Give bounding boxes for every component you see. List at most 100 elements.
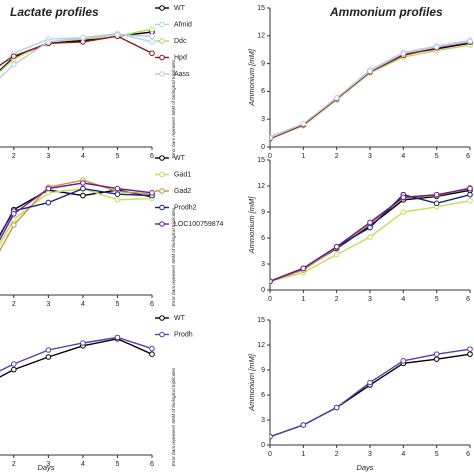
legend-label: Afmid [174,21,192,28]
plot-area [270,37,473,142]
legend-marker [159,54,165,61]
plot-area [0,26,155,79]
y-axis-label: Ammonium [mM] [247,196,256,255]
data-point [333,404,340,411]
data-point [400,358,407,364]
x-tick-label: 2 [335,296,339,303]
legend-marker [159,171,165,178]
y-tick-label: 15 [257,317,265,324]
x-tick-label: 4 [81,301,85,308]
data-point [367,234,373,240]
x-tick-label: 5 [435,296,439,303]
y-tick-label: 9 [261,367,265,374]
data-point [11,61,17,68]
x-tick-label: 4 [81,461,85,468]
legend-marker [159,188,165,194]
y-tick-label: 9 [261,209,265,216]
legend-marker [159,38,165,44]
annotation: Error bars represent SEM of biological t… [171,367,176,466]
data-point [11,211,17,217]
data-point [11,222,17,228]
data-point [45,354,52,360]
data-point [433,356,440,362]
x-tick-label: 0 [268,296,272,303]
data-point [11,361,17,367]
data-point [80,192,86,199]
x-tick-label: 6 [150,461,154,468]
plot-area [270,346,473,440]
data-point [300,422,307,428]
series-line [0,187,153,246]
data-point [149,50,155,57]
data-point [149,26,155,32]
data-point [149,351,155,358]
legend-marker [159,331,165,338]
x-tick-label: 4 [401,296,405,303]
legend-marker [159,221,165,227]
legend-label: WT [174,155,186,162]
y-tick-label: 6 [261,88,265,95]
x-tick-label: 5 [435,451,439,458]
data-point [300,121,307,127]
data-point [45,199,52,206]
data-point [80,34,86,41]
series-line [270,42,471,139]
data-point [467,351,473,357]
x-tick-label: 1 [301,451,305,458]
data-point [149,33,155,40]
series-line [270,353,471,438]
data-point [367,219,373,226]
data-point [270,134,273,141]
legend-marker [159,21,165,28]
series-line [0,34,153,79]
legend-label: Aass [174,71,190,78]
y-tick-label: 12 [257,342,265,349]
x-tick-label: 2 [12,153,16,160]
data-point [467,185,473,192]
data-point [300,265,307,272]
data-point [400,50,407,57]
y-tick-label: 6 [261,235,265,242]
legend-label: LOC100759874 [174,221,224,228]
data-point [114,185,121,192]
x-tick-label: 4 [401,451,405,458]
series-line [0,31,153,71]
data-point [433,191,440,198]
x-tick-label: 3 [368,296,372,303]
data-point [270,278,273,285]
legend-marker [159,71,165,77]
data-point [400,209,407,215]
x-tick-label: 6 [466,153,470,160]
x-tick-label: 5 [116,301,120,308]
y-tick-label: 12 [257,183,265,190]
x-tick-label: 0 [268,153,272,160]
legend-label: WT [174,5,186,12]
data-point [367,379,373,386]
legend-label: Prodh2 [174,204,197,211]
data-point [45,39,52,45]
x-tick-label: 6 [466,451,470,458]
series-line [270,348,471,438]
data-point [333,243,340,250]
y-axis-label: Ammonium [mM] [247,353,256,412]
x-tick-label: 3 [46,461,50,468]
legend-label: Gad1 [174,171,191,178]
series-line [0,338,153,378]
series-line [0,179,153,252]
data-point [11,53,17,59]
data-point [11,366,17,373]
y-tick-label: 0 [261,287,265,294]
series-line [270,41,471,140]
x-tick-label: 3 [46,301,50,308]
plot-area [0,334,155,378]
y-tick-label: 6 [261,392,265,399]
x-tick-label: 6 [466,296,470,303]
series-line [270,39,471,138]
legend-label: Prodh [174,331,193,338]
data-point [433,44,440,50]
y-tick-label: 15 [257,5,265,12]
x-tick-label: 6 [150,153,154,160]
series-line [0,35,153,67]
data-point [114,32,121,38]
